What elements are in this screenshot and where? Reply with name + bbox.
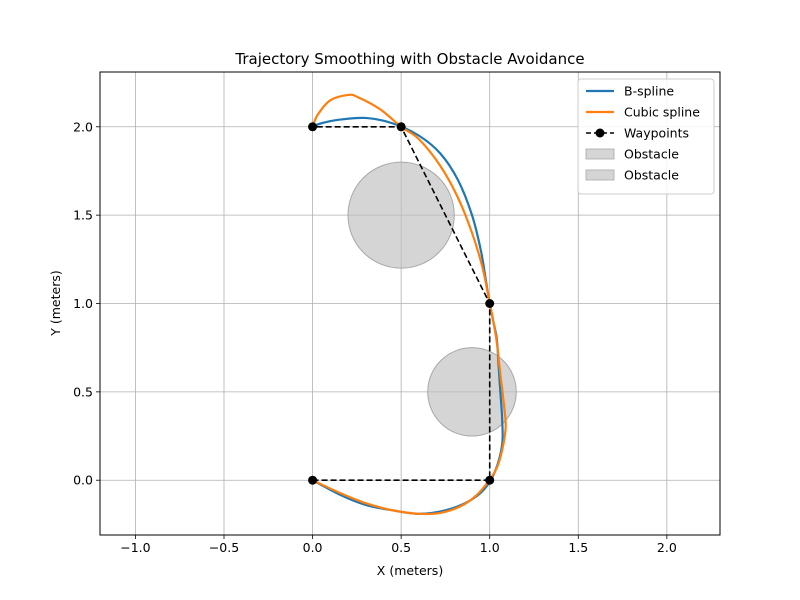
waypoints-marker — [396, 122, 406, 132]
y-tick-label: 1.0 — [73, 296, 93, 311]
cubic-spline-line — [311, 93, 507, 516]
y-axis-label: Y (meters) — [48, 270, 63, 336]
x-tick-label: −1.0 — [120, 540, 150, 555]
legend-marker-waypoints — [595, 128, 605, 138]
obstacle-circle — [427, 347, 517, 437]
waypoints-marker — [485, 475, 495, 485]
y-tick-label: 0.0 — [73, 473, 93, 488]
x-tick-label: 1.5 — [568, 540, 588, 555]
x-tick-label: −0.5 — [209, 540, 239, 555]
legend-label: Waypoints — [624, 126, 689, 141]
x-tick-label: 0.0 — [303, 540, 323, 555]
x-tick-label: 1.0 — [480, 540, 500, 555]
obstacles — [347, 161, 517, 437]
y-tick-label: 1.5 — [73, 208, 93, 223]
y-tick-label: 2.0 — [73, 119, 93, 134]
series — [308, 93, 507, 516]
x-tick-label: 0.5 — [391, 540, 411, 555]
waypoints-marker — [308, 475, 318, 485]
legend-label: Obstacle — [624, 147, 679, 162]
legend-label: Cubic spline — [624, 105, 700, 120]
legend-swatch-obstacle — [585, 148, 615, 160]
x-ticks: −1.0 −0.5 0.0 0.5 1.0 1.5 2.0 — [120, 535, 677, 555]
obstacle-circle — [347, 161, 455, 269]
chart-title: Trajectory Smoothing with Obstacle Avoid… — [234, 50, 584, 68]
waypoints-marker — [485, 299, 495, 308]
x-axis-label: X (meters) — [377, 563, 443, 578]
y-tick-label: 0.5 — [73, 384, 93, 399]
x-tick-label: 2.0 — [657, 540, 677, 555]
y-ticks: 0.0 0.5 1.0 1.5 2.0 — [73, 119, 100, 488]
legend: B-spline Cubic spline Waypoints Obstacle Obs… — [577, 78, 715, 195]
legend-label: Obstacle — [624, 168, 679, 183]
legend-frame — [577, 78, 715, 195]
waypoints-marker — [308, 122, 318, 132]
legend-swatch-obstacle — [585, 169, 615, 181]
legend-label: B-spline — [624, 84, 674, 99]
